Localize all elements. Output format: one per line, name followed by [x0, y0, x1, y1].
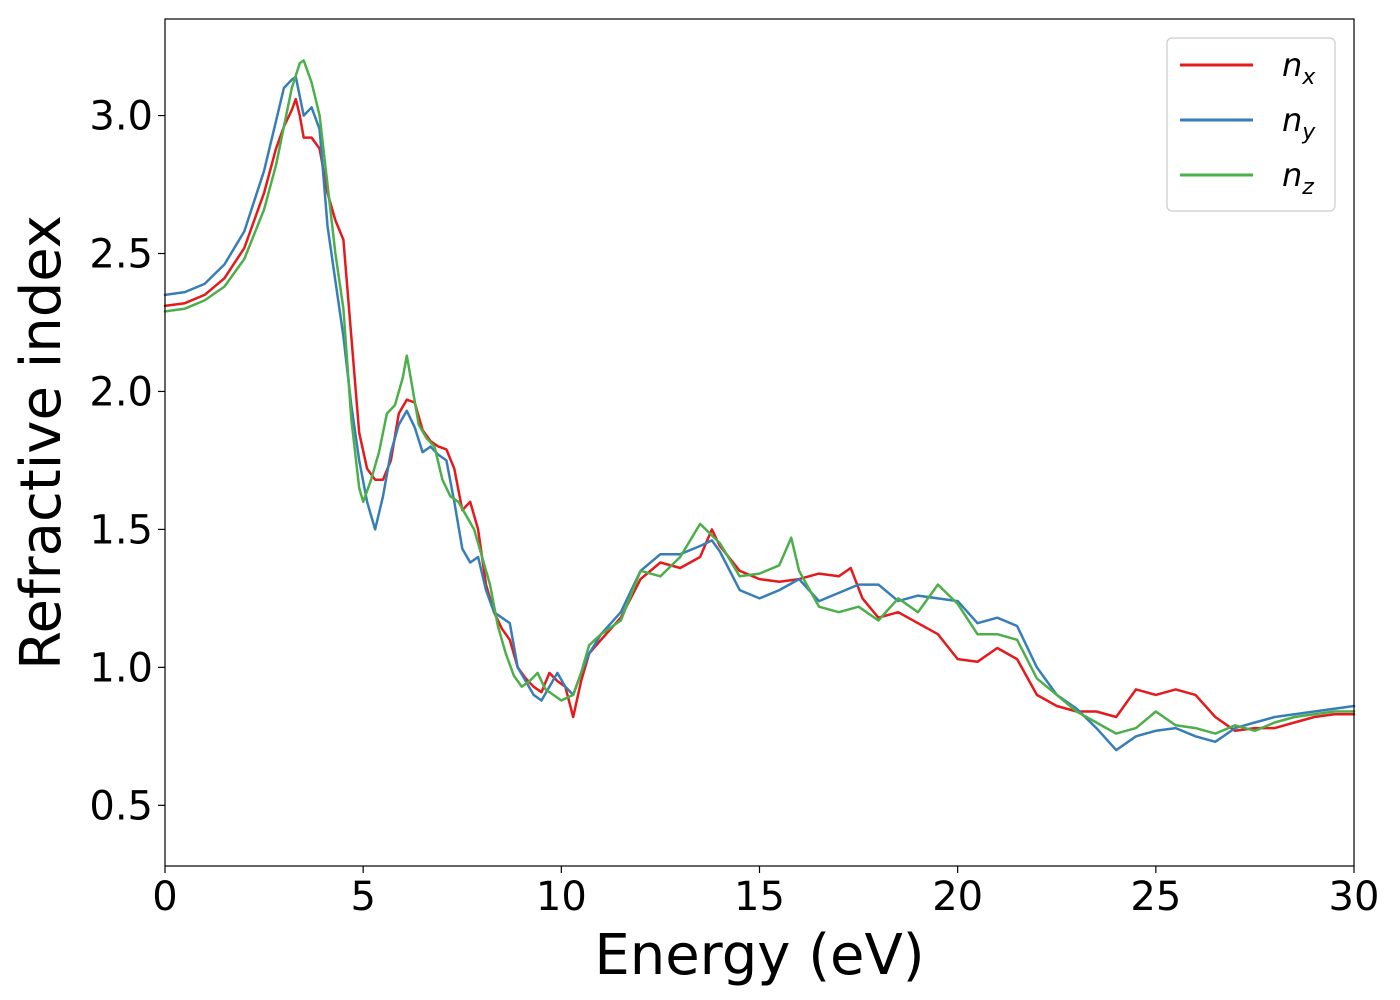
series-layer [163, 59, 1356, 752]
series-line-y [163, 75, 1356, 752]
x-tick-label: 15 [734, 874, 785, 920]
series-line-z [163, 59, 1356, 735]
x-axis-title: Energy (eV) [594, 923, 924, 988]
x-tick-label: 10 [536, 874, 587, 920]
y-tick-label: 1.0 [89, 645, 153, 691]
y-tick-label: 1.5 [89, 507, 153, 553]
legend-label-z: nz [1282, 156, 1314, 200]
y-axis-title: Refractive index [9, 215, 74, 670]
legend-label-y: ny [1282, 101, 1316, 145]
y-tick-label: 2.0 [89, 369, 153, 415]
x-tick-label: 25 [1130, 874, 1181, 920]
y-axis-ticks: 0.5 1.0 1.5 2.0 2.5 3.0 [89, 94, 165, 829]
x-tick-label: 20 [932, 874, 983, 920]
legend-box [1166, 37, 1336, 212]
y-tick-label: 3.0 [89, 94, 153, 140]
legend: nx ny nz [1166, 37, 1336, 212]
y-tick-label: 0.5 [89, 783, 153, 829]
x-tick-label: 5 [350, 874, 375, 920]
legend-label-x: nx [1282, 46, 1316, 90]
x-tick-label: 0 [152, 874, 177, 920]
y-tick-label: 2.5 [89, 232, 153, 278]
x-axis-ticks: 0 5 10 15 20 25 30 [152, 866, 1379, 920]
x-tick-label: 30 [1329, 874, 1380, 920]
